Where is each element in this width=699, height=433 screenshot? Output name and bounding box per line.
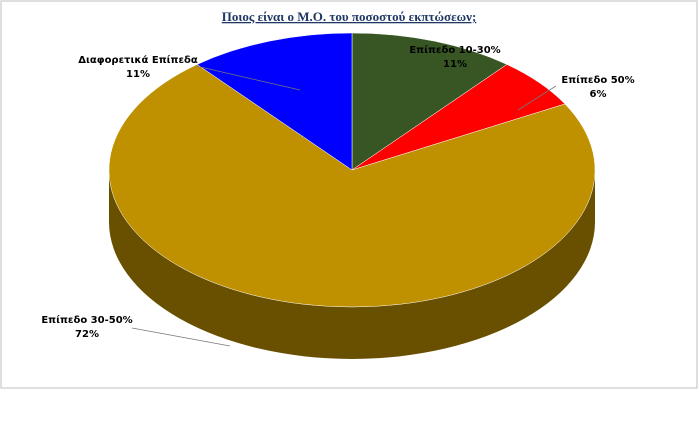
slice-label: Διαφορετικά Επίπεδα: [78, 54, 198, 66]
pie: [108, 32, 596, 359]
slice-value-label: 6%: [590, 89, 607, 100]
chart-title: Ποιος είναι ο Μ.Ο. του ποσοστού εκπτώσεω…: [222, 9, 477, 24]
leader-line: [131, 327, 231, 347]
slice-label: Επίπεδο 10-30%: [409, 44, 500, 56]
leader-line: [195, 65, 301, 91]
slice-label: Επίπεδο 50%: [561, 74, 634, 86]
slice: [108, 64, 596, 308]
slice: [351, 32, 508, 171]
slice-value-label: 72%: [75, 329, 99, 340]
slice: [196, 32, 353, 171]
leader-line: [517, 85, 557, 111]
slice-side: [109, 170, 595, 359]
slice-label: Επίπεδο 30-50%: [41, 314, 132, 326]
slice-value-label: 11%: [126, 69, 150, 80]
slice-value-label: 11%: [443, 59, 467, 70]
